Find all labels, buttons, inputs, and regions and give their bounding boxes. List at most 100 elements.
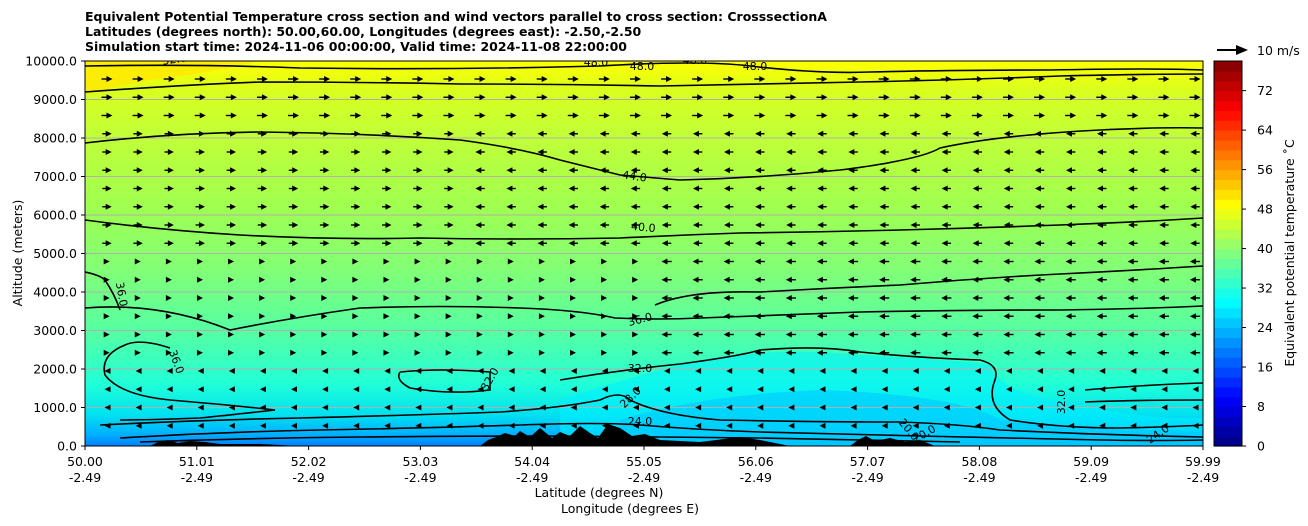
wind-arrow-head bbox=[383, 331, 390, 338]
wind-arrow-head bbox=[817, 185, 824, 192]
wind-arrow-head bbox=[755, 130, 762, 137]
wind-arrow-head bbox=[261, 167, 268, 174]
wind-arrow-head bbox=[416, 149, 423, 155]
wind-arrow-head bbox=[941, 185, 948, 192]
wind-arrow-head bbox=[941, 149, 948, 155]
wind-arrow-head bbox=[537, 149, 544, 155]
wind-arrow-head bbox=[661, 240, 668, 247]
wind-arrow-head bbox=[850, 386, 857, 393]
wind-arrow-head bbox=[1128, 130, 1135, 137]
wind-arrow-head bbox=[506, 149, 513, 155]
wind-arrow-head bbox=[416, 185, 423, 192]
wind-arrow-head bbox=[477, 404, 484, 411]
wind-arrow-head bbox=[755, 149, 762, 155]
contour-36-upper bbox=[654, 265, 1203, 306]
colorbar-segment bbox=[1214, 248, 1242, 260]
wind-arrow-head bbox=[321, 313, 328, 320]
wind-arrow-head bbox=[910, 130, 917, 137]
x-tick-label-lat: 56.06 bbox=[738, 454, 774, 469]
wind-arrow-head bbox=[972, 240, 979, 247]
x-tick-label-lat: 52.02 bbox=[291, 454, 327, 469]
colorbar-segment bbox=[1214, 110, 1242, 121]
wind-arrow-head bbox=[850, 368, 857, 374]
wind-arrow-head bbox=[1065, 313, 1072, 320]
wind-arrow-head bbox=[692, 295, 699, 301]
wind-arrow-head bbox=[1068, 404, 1075, 411]
wind-arrow-head bbox=[1159, 203, 1166, 210]
wind-arrow-head bbox=[228, 276, 235, 283]
y-tick-label: 3000.0 bbox=[33, 323, 77, 338]
wind-arrow-head bbox=[1007, 112, 1014, 119]
wind-arrow-head bbox=[1065, 295, 1072, 301]
wind-arrow-head bbox=[570, 404, 577, 411]
wind-arrow-head bbox=[883, 76, 890, 82]
contour-label: 24.0 bbox=[628, 415, 653, 428]
colorbar-tick-label: 48 bbox=[1257, 202, 1273, 217]
contour-24 bbox=[119, 422, 1203, 442]
wind-arrow-head bbox=[537, 167, 544, 174]
wind-arrow-head bbox=[166, 404, 173, 411]
x-tick-label-lon: -2.49 bbox=[404, 470, 436, 485]
wind-arrow-head bbox=[1101, 76, 1108, 82]
wind-arrow-head bbox=[697, 76, 704, 82]
wind-arrow-head bbox=[788, 422, 795, 429]
wind-arrow-head bbox=[352, 331, 359, 338]
wind-arrow-head bbox=[446, 422, 453, 429]
colorbar-segment bbox=[1214, 169, 1242, 181]
wind-arrow-head bbox=[1189, 276, 1196, 283]
wind-arrow-head bbox=[198, 203, 205, 210]
wind-arrow-head bbox=[259, 313, 266, 320]
wind-arrow-head bbox=[1158, 295, 1165, 301]
wind-arrow-head bbox=[261, 185, 268, 192]
contour-28 bbox=[99, 394, 1203, 438]
wind-arrow-head bbox=[879, 295, 886, 301]
wind-arrow-head bbox=[817, 149, 824, 155]
wind-arrow-head bbox=[290, 276, 297, 283]
wind-arrow-head bbox=[103, 276, 110, 283]
wind-arrow-head bbox=[261, 130, 268, 137]
wind-arrow-head bbox=[881, 386, 888, 393]
wind-arrow-head bbox=[819, 386, 826, 393]
wind-arrow-head bbox=[972, 331, 979, 338]
wind-arrow-head bbox=[324, 112, 331, 119]
wind-arrow-head bbox=[848, 167, 855, 174]
wind-arrow-head bbox=[353, 422, 360, 429]
wind-arrow-head bbox=[695, 404, 702, 411]
contour-32-east-lobe bbox=[1084, 382, 1203, 403]
y-tick-label: 10000.0 bbox=[25, 54, 77, 69]
wind-arrow-head bbox=[692, 203, 699, 210]
wind-arrow-head bbox=[385, 203, 392, 210]
wind-arrow-head bbox=[323, 185, 330, 192]
wind-arrow-head bbox=[910, 313, 917, 320]
wind-arrow-head bbox=[661, 258, 668, 265]
wind-arrow-head bbox=[196, 313, 203, 320]
wind-arrow-head bbox=[290, 349, 297, 356]
colorbar-segment bbox=[1214, 228, 1242, 240]
wind-arrow-head bbox=[664, 422, 671, 429]
wind-arrow-head bbox=[506, 222, 513, 228]
wind-arrow-head bbox=[630, 203, 637, 210]
wind-arrow-head bbox=[228, 404, 235, 411]
wind-arrow-head bbox=[569, 349, 576, 356]
wind-arrow-head bbox=[1194, 94, 1201, 101]
colorbar-segment bbox=[1214, 70, 1242, 82]
wind-arrow-head bbox=[292, 222, 299, 228]
wind-arrow-head bbox=[507, 295, 514, 301]
wind-arrow-head bbox=[352, 349, 359, 356]
wind-arrow-head bbox=[228, 331, 235, 338]
wind-arrow-head bbox=[416, 167, 423, 174]
wind-arrow-head bbox=[661, 185, 668, 192]
wind-arrow-head bbox=[383, 349, 390, 356]
wind-arrow-head bbox=[1005, 368, 1012, 374]
wind-arrow-head bbox=[445, 331, 452, 338]
wind-arrow-head bbox=[1132, 94, 1139, 101]
wind-arrow-head bbox=[416, 240, 423, 247]
wind-arrow-head bbox=[790, 76, 797, 82]
wind-arrow-head bbox=[692, 331, 699, 338]
wind-arrow-head bbox=[477, 422, 484, 429]
x-tick-label-lon: -2.49 bbox=[1187, 470, 1219, 485]
wind-arrow-head bbox=[601, 404, 608, 411]
wind-arrow-head bbox=[259, 386, 266, 393]
wind-arrow-head bbox=[972, 149, 979, 155]
wind-arrow-head bbox=[166, 386, 173, 393]
